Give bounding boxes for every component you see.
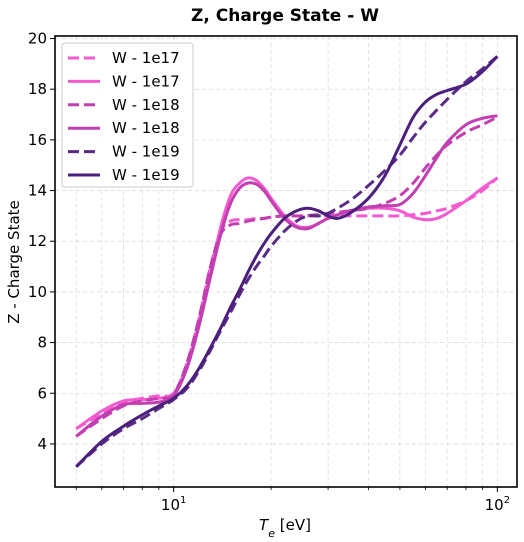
x-axis-label-unit: [eV]: [275, 516, 311, 534]
x-axis: 101 102: [75, 487, 510, 514]
y-tick-label: 8: [37, 334, 47, 352]
x-tick-label: 101: [161, 495, 186, 514]
legend-label-4: W - 1e18: [112, 119, 180, 137]
y-tick-label: 4: [37, 435, 47, 453]
legend-label-3: W - 1e18: [112, 96, 180, 114]
chart-title: Z, Charge State - W: [191, 6, 379, 26]
x-axis-label-sub: e: [268, 527, 275, 540]
legend-label-1: W - 1e17: [112, 49, 180, 67]
series-line-3: [75, 115, 499, 438]
y-axis-label: Z - Charge State: [5, 200, 23, 324]
x-axis-label: Te [eV]: [259, 516, 311, 540]
y-tick-label: 20: [28, 30, 47, 48]
y-tick-label: 10: [28, 283, 47, 301]
series-lines: [75, 55, 499, 468]
y-tick-label: 16: [28, 131, 47, 149]
y-tick-label: 6: [37, 384, 47, 402]
x-axis-label-main: T: [259, 516, 270, 534]
series-line-6: [75, 55, 499, 468]
y-tick-label: 14: [28, 182, 47, 200]
x-tick-label: 102: [485, 495, 510, 514]
y-tick-label: 12: [28, 232, 47, 250]
plot-frame: [54, 35, 518, 488]
legend-label-2: W - 1e17: [112, 72, 180, 90]
y-tick-label: 18: [28, 80, 47, 98]
legend-label-6: W - 1e19: [112, 166, 180, 184]
legend-label-5: W - 1e19: [112, 143, 180, 161]
grid: [55, 36, 517, 487]
legend: W - 1e17 W - 1e17 W - 1e18 W - 1e18 W - 1e19…: [61, 42, 194, 188]
y-axis: 4 6 8 10 12 14 16 18 20: [28, 30, 55, 453]
series-line-4: [75, 114, 498, 438]
